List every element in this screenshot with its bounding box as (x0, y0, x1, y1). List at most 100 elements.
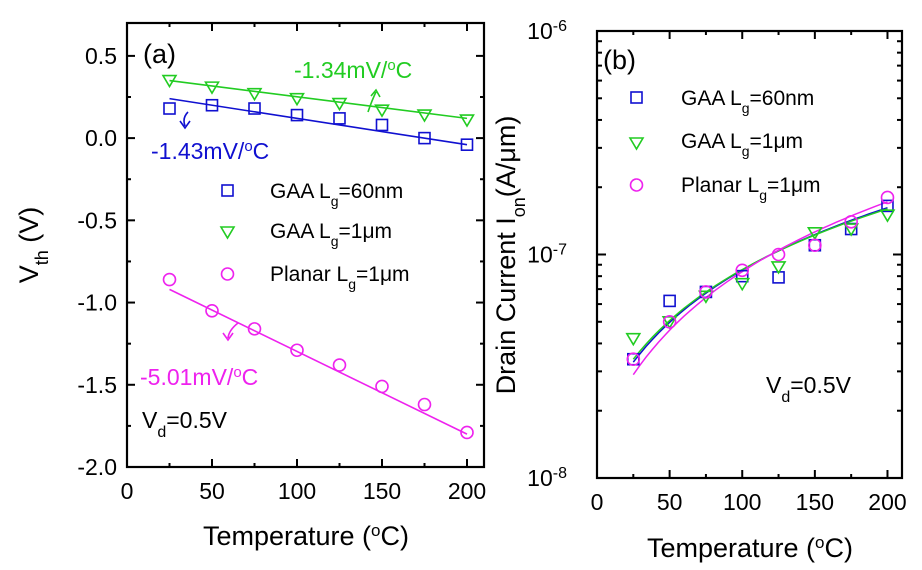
panel-a-y-ticks: 0.5 0.0 -0.5 -1.0 -1.5 -2.0 (77, 43, 484, 480)
x-tick-label: 200 (448, 478, 486, 504)
panel-b-data-points (625, 190, 896, 367)
data-point-triangle (459, 114, 475, 128)
panel-b-y-axis-title: Drain Current Ion(A/μm) (491, 116, 529, 395)
data-point-triangle (806, 227, 823, 241)
panel-a-frame (125, 21, 486, 469)
data-point-triangle (770, 261, 787, 275)
x-tick-label: 0 (121, 478, 134, 504)
y-tick-label: -0.5 (77, 207, 117, 233)
panel-a-label: (a) (143, 39, 176, 69)
data-point-triangle (416, 109, 433, 123)
data-point-triangle (843, 223, 860, 237)
y-tick-label: 10-7 (527, 241, 567, 268)
data-point-triangle (289, 92, 305, 107)
y-tick-label: -1.5 (77, 372, 117, 398)
legend-marker-circle (220, 267, 235, 281)
panel-b-label: (b) (603, 45, 636, 75)
data-point-triangle (879, 209, 896, 223)
annotation-green-arrow (367, 88, 381, 113)
data-point-circle (205, 303, 219, 318)
y-tick-label: 10-8 (527, 465, 567, 492)
data-point-square (460, 138, 474, 151)
data-point-circle (417, 397, 432, 412)
y-tick-label: 0.0 (85, 125, 117, 151)
annotation-green-slope: -1.34mV/oC (294, 57, 412, 84)
legend-b-marker-triangle (628, 137, 645, 151)
panel-a-y-axis-title: Vth (V) (14, 207, 52, 284)
panel-b-x-axis-title: Temperature (oC) (647, 533, 853, 564)
panel-a-data-points (161, 74, 475, 440)
annotation-vd-b: Vd=0.5V (766, 372, 852, 406)
data-point-square (418, 131, 431, 145)
data-point-circle (375, 379, 389, 394)
data-point-square (205, 98, 219, 112)
x-tick-label: 150 (796, 489, 834, 515)
x-tick-label: 50 (199, 478, 225, 504)
panel-b: (b) 0 50 100 150 200 10-6 10-7 10-8 Temperatur… (491, 18, 907, 564)
panel-b-legend: GAA Lg=60nm GAA Lg=1μm Planar Lg=1μm (628, 87, 821, 203)
data-point-circle (808, 238, 822, 253)
fit-line (169, 97, 468, 146)
data-point-triangle (331, 97, 348, 112)
data-point-square (333, 112, 346, 125)
y-tick-label: -1.0 (77, 290, 117, 316)
panel-a-x-axis-title: Temperature (oC) (203, 521, 409, 552)
legend-label-planar-1um: Planar Lg=1μm (270, 263, 410, 292)
data-point-square (163, 102, 176, 115)
y-tick-label: -2.0 (77, 454, 117, 480)
y-tick-label: 0.5 (85, 43, 117, 69)
fit-line (169, 79, 468, 120)
data-point-triangle (625, 332, 642, 347)
data-point-square (881, 199, 894, 213)
legend-b-label-planar-1um: Planar Lg=1μm (681, 174, 821, 203)
panel-b-y-ticks: 10-6 10-7 10-8 (527, 18, 902, 492)
data-point-circle (699, 285, 713, 299)
data-point-circle (247, 322, 262, 336)
panel-a: (a) 0 50 100 150 200 0.50.0-0.5-1.0-1.5-2.0 … (14, 21, 486, 552)
annotation-vd: Vd=0.5V (142, 407, 228, 441)
data-point-triangle (374, 104, 390, 118)
data-point-square (735, 269, 749, 283)
legend-label-gaa-1um: GAA Lg=1μm (270, 220, 392, 249)
panel-a-fit-lines (169, 79, 468, 435)
data-point-circle (844, 215, 858, 229)
data-point-triangle (734, 277, 751, 292)
x-tick-label: 50 (657, 489, 683, 515)
y-tick-label: 10-6 (527, 18, 567, 45)
data-point-triangle (661, 315, 678, 330)
data-point-square (663, 294, 676, 308)
data-point-circle (162, 272, 177, 287)
legend-b-marker-square (630, 91, 643, 104)
x-tick-label: 0 (591, 489, 604, 515)
annotation-blue-arrow (179, 111, 191, 130)
data-point-circle (626, 352, 641, 367)
data-point-circle (290, 343, 304, 358)
legend-b-label-gaa-1um: GAA Lg=1μm (681, 130, 803, 159)
fit-line (169, 288, 468, 435)
annotation-magenta-slope: -5.01mV/oC (140, 364, 258, 391)
data-point-triangle (204, 81, 220, 95)
data-point-square (375, 118, 389, 132)
legend-b-marker-circle (629, 178, 644, 192)
x-tick-label: 100 (723, 489, 761, 515)
legend-label-gaa-60nm: GAA Lg=60nm (270, 180, 403, 209)
annotation-magenta-arrow (222, 322, 239, 342)
data-point-triangle (161, 74, 178, 89)
panel-a-x-ticks: 0 50 100 150 200 (121, 23, 486, 504)
data-point-circle (771, 247, 786, 262)
data-point-circle (735, 263, 750, 278)
data-point-circle (332, 358, 347, 372)
legend-b-label-gaa-60nm: GAA Lg=60nm (681, 87, 814, 116)
data-point-circle (662, 314, 677, 329)
x-tick-label: 100 (278, 478, 316, 504)
data-point-circle (460, 425, 474, 440)
x-tick-label: 200 (868, 489, 906, 515)
data-point-square (248, 102, 261, 115)
legend-marker-square (221, 184, 234, 197)
x-tick-label: 150 (363, 478, 401, 504)
data-point-triangle (246, 87, 263, 102)
annotation-blue-slope: -1.43mV/oC (151, 138, 269, 165)
data-point-circle (880, 190, 895, 205)
panel-a-legend: GAA Lg=60nm GAA Lg=1μm Planar Lg=1μm (219, 180, 410, 292)
